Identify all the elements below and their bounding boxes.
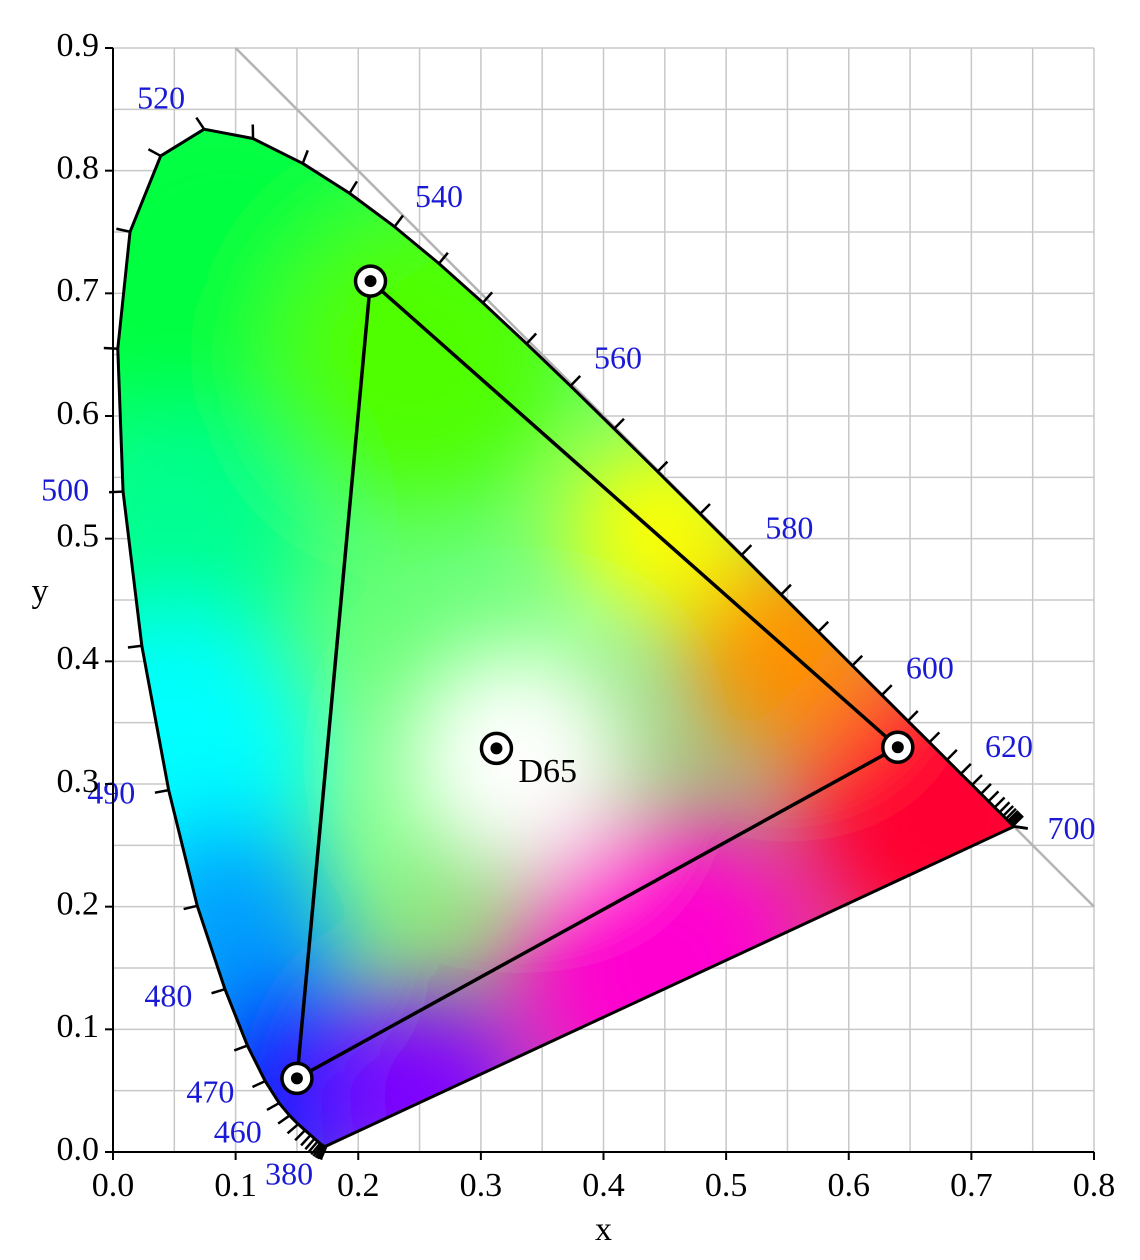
wavelength-tick xyxy=(1002,805,1015,817)
wavelength-tick xyxy=(437,251,449,265)
wavelength-label: 540 xyxy=(415,178,463,214)
wavelength-tick xyxy=(277,1114,291,1125)
y-tick-label: 0.9 xyxy=(57,27,100,64)
wavelength-tick xyxy=(906,710,919,722)
wavelength-tick xyxy=(116,227,131,233)
wavelength-tick xyxy=(699,503,711,515)
wavelength-tick xyxy=(154,788,169,794)
y-tick-label: 0.6 xyxy=(57,395,100,432)
wavelength-tick xyxy=(211,988,226,995)
wavelength-label: 560 xyxy=(594,340,642,376)
wavelength-label: 520 xyxy=(137,79,185,115)
y-tick-label: 0.2 xyxy=(57,885,100,922)
wavelength-tick xyxy=(109,490,124,494)
wavelength-tick xyxy=(1008,811,1021,824)
wavelength-tick xyxy=(233,1044,248,1052)
wavelength-tick xyxy=(960,763,972,775)
y-tick-label: 0.1 xyxy=(57,1008,100,1045)
x-tick-label: 0.2 xyxy=(337,1167,380,1204)
y-tick-label: 0.5 xyxy=(57,517,100,554)
wavelength-label: 380 xyxy=(265,1155,313,1191)
wavelength-tick xyxy=(301,149,309,164)
wavelength-tick xyxy=(103,346,118,351)
x-axis-label: x xyxy=(595,1211,612,1248)
wavelength-tick xyxy=(348,180,359,194)
wavelength-label: 500 xyxy=(41,472,89,508)
wavelength-tick xyxy=(312,1144,323,1157)
wavelength-tick xyxy=(880,684,893,696)
wavelength-tick xyxy=(987,790,1000,803)
wavelength-tick xyxy=(946,749,958,761)
wavelength-tick xyxy=(183,904,198,911)
wavelength-tick xyxy=(656,460,669,473)
wavelength-tick xyxy=(481,291,494,304)
x-tick-label: 0.0 xyxy=(92,1167,135,1204)
wavelength-tick xyxy=(928,731,941,744)
wavelength-tick xyxy=(740,544,753,556)
wavelength-tick xyxy=(817,620,830,633)
x-tick-label: 0.1 xyxy=(214,1167,257,1204)
y-tick-label: 0.7 xyxy=(57,272,100,309)
wavelength-label: 480 xyxy=(144,977,192,1013)
wavelength-tick xyxy=(613,417,625,430)
wavelength-tick xyxy=(525,332,538,345)
y-tick-label: 0.3 xyxy=(57,763,100,800)
wavelength-tick xyxy=(971,774,983,786)
x-tick-label: 0.4 xyxy=(582,1167,625,1204)
wavelength-tick xyxy=(251,1079,266,1089)
primary-marker-dot xyxy=(891,741,904,754)
y-tick-label: 0.4 xyxy=(57,640,100,677)
wavelength-tick xyxy=(998,801,1011,814)
white-point-marker-dot xyxy=(490,742,503,755)
wavelength-tick xyxy=(195,116,206,130)
x-tick-label: 0.3 xyxy=(460,1167,503,1204)
wavelength-tick xyxy=(127,644,142,649)
y-tick-label: 0.8 xyxy=(57,149,100,186)
x-tick-label: 0.8 xyxy=(1073,1167,1116,1204)
wavelength-tick xyxy=(1012,814,1024,827)
y-axis-label: y xyxy=(32,573,49,610)
wavelength-tick xyxy=(147,148,162,158)
wavelength-label: 700 xyxy=(1048,810,1096,846)
primary-marker-dot xyxy=(290,1072,303,1085)
wavelength-tick xyxy=(1005,807,1017,820)
wavelength-label: 600 xyxy=(906,649,954,685)
wavelength-label: 490 xyxy=(87,775,135,811)
wavelength-tick xyxy=(851,654,864,667)
white-point-label: D65 xyxy=(518,753,577,790)
wavelength-tick xyxy=(780,583,792,596)
x-tick-label: 0.7 xyxy=(950,1167,993,1204)
wavelength-tick xyxy=(980,783,992,795)
wavelength-tick xyxy=(393,214,404,228)
wavelength-tick xyxy=(294,1129,306,1142)
wavelength-tick xyxy=(266,1101,280,1112)
spectral-locus xyxy=(116,127,1016,1148)
wavelength-label: 470 xyxy=(186,1074,234,1110)
wavelength-tick xyxy=(286,1123,299,1135)
wavelength-tick xyxy=(569,374,582,387)
y-tick-label: 0.0 xyxy=(57,1131,100,1168)
wavelength-tick xyxy=(1007,810,1019,822)
wavelength-tick xyxy=(304,1137,316,1150)
primary-marker-dot xyxy=(364,275,377,288)
x-tick-label: 0.6 xyxy=(828,1167,871,1204)
x-tick-label: 0.5 xyxy=(705,1167,748,1204)
wavelength-tick xyxy=(993,796,1006,809)
gamut-fill xyxy=(117,129,1014,1147)
wavelength-label: 620 xyxy=(985,728,1033,764)
wavelength-label: 580 xyxy=(765,509,813,545)
wavelength-label: 460 xyxy=(214,1114,262,1150)
wavelength-tick xyxy=(300,1134,312,1147)
wavelength-tick xyxy=(1013,825,1028,830)
gamut-triangle xyxy=(294,277,901,1082)
wavelength-tick xyxy=(307,1140,319,1153)
